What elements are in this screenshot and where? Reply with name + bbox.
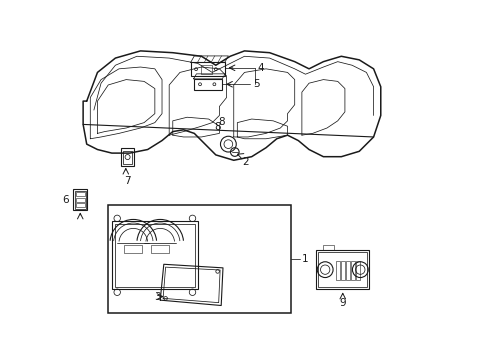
Bar <box>76 198 85 202</box>
Text: 9: 9 <box>339 298 346 309</box>
Text: 7: 7 <box>124 176 131 186</box>
Text: 4: 4 <box>257 63 264 73</box>
Bar <box>201 64 212 74</box>
Bar <box>340 261 344 280</box>
Bar <box>124 245 142 253</box>
Bar <box>76 203 85 207</box>
Text: 2: 2 <box>242 157 248 167</box>
Bar <box>350 261 354 280</box>
Bar <box>190 62 224 76</box>
Bar <box>335 261 339 280</box>
Bar <box>318 252 366 287</box>
Bar <box>112 221 198 289</box>
Text: 6: 6 <box>62 195 69 205</box>
Text: 8: 8 <box>218 117 224 127</box>
Bar <box>316 250 368 289</box>
Text: 8: 8 <box>214 122 221 132</box>
Text: 3: 3 <box>154 292 161 302</box>
Bar <box>73 189 87 211</box>
Bar <box>346 261 349 280</box>
Bar <box>108 205 290 313</box>
Bar <box>193 79 222 90</box>
Bar <box>122 150 132 163</box>
Bar <box>115 224 195 287</box>
Bar <box>76 192 85 196</box>
Text: 5: 5 <box>252 79 259 89</box>
Bar <box>75 191 85 209</box>
Bar <box>323 244 333 250</box>
Bar <box>121 148 134 166</box>
Bar <box>355 261 359 280</box>
Bar <box>151 245 169 253</box>
Text: 1: 1 <box>301 254 308 264</box>
